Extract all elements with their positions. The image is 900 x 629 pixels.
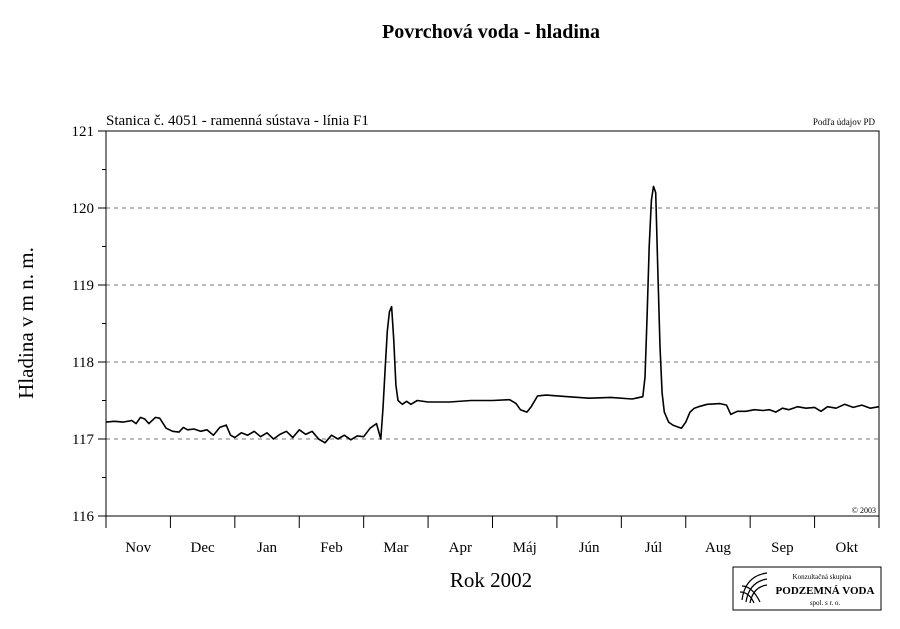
- x-tick-label: Feb: [320, 540, 343, 556]
- x-tick-label: Sep: [771, 540, 794, 556]
- logo-line-3: spol. s r. o.: [810, 599, 841, 607]
- y-tick-label: 120: [72, 201, 95, 217]
- gridlines: [106, 207, 879, 440]
- series-line-0: [105, 185, 880, 444]
- chart-subtitle: Stanica č. 4051 - ramenná sústava - líni…: [106, 113, 369, 129]
- y-tick-label: 119: [72, 278, 94, 294]
- y-tick-label: 118: [72, 355, 94, 371]
- x-axis: Nov Dec Jan Feb Mar Apr Máj Jún Júl Aug Sep Okt: [105, 516, 880, 556]
- y-axis-label: Hladina v m n. m.: [14, 247, 38, 399]
- x-tick-label: Okt: [836, 540, 859, 556]
- company-logo: Konzultačná skupina PODZEMNÁ VODA spol. …: [732, 566, 882, 611]
- y-tick-label: 121: [72, 124, 95, 140]
- x-tick-label: Jan: [257, 540, 277, 556]
- logo-line-1: Konzultačná skupina: [793, 573, 853, 581]
- x-axis-label: Rok 2002: [450, 568, 532, 592]
- copyright-note: © 2003: [852, 506, 876, 515]
- x-tick-label: Mar: [383, 540, 408, 556]
- source-note: Podľa údajov PD: [813, 117, 876, 127]
- y-axis: 116 117 118 119 120 121: [72, 124, 106, 525]
- logo-line-2: PODZEMNÁ VODA: [776, 585, 875, 597]
- logo-emblem-icon: [739, 572, 768, 604]
- x-tick-label: Júl: [645, 540, 663, 556]
- x-tick-label: Aug: [705, 540, 731, 556]
- x-tick-label: Máj: [513, 540, 537, 556]
- x-tick-label: Jún: [579, 540, 600, 556]
- x-tick-label: Dec: [191, 540, 215, 556]
- series-layer: [105, 185, 880, 444]
- y-tick-label: 117: [72, 432, 94, 448]
- y-tick-label: 116: [72, 509, 94, 525]
- x-tick-label: Apr: [449, 540, 472, 556]
- x-tick-label: Nov: [125, 540, 151, 556]
- plot-frame: [105, 130, 880, 517]
- chart-title: Povrchová voda - hladina: [382, 21, 600, 43]
